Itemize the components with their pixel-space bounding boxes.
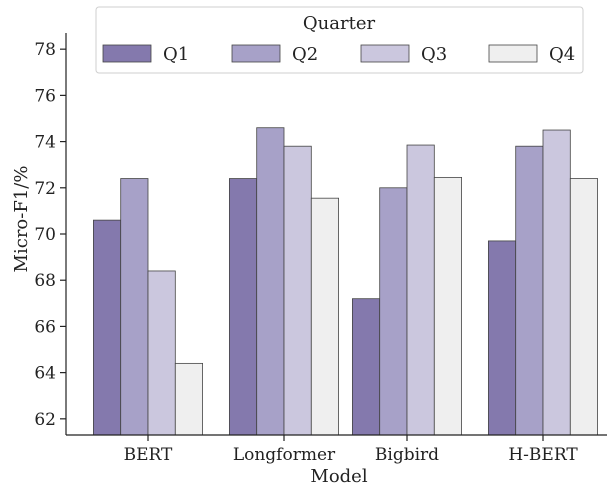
y-tick-label: 70 (34, 225, 56, 245)
y-tick-label: 64 (34, 364, 56, 384)
bar-q4-bigbird (433, 176, 462, 436)
y-tick-label: 74 (34, 133, 56, 153)
y-axis: 62 64 66 68 70 72 74 76 78 (34, 33, 67, 435)
x-tick-label: Bigbird (375, 445, 439, 465)
bar-q3-longformer (283, 145, 312, 436)
y-axis-title: Micro-F1/% (11, 166, 32, 273)
bar-q2-h-bert (515, 145, 544, 436)
bar-q1-h-bert (487, 240, 517, 436)
legend-swatch-q2 (231, 44, 281, 63)
bar-q2-bigbird (379, 187, 408, 436)
legend-label-q1: Q1 (163, 44, 189, 65)
legend-label-q4: Q4 (549, 44, 575, 65)
bar-q3-bert (147, 270, 176, 436)
y-tick-label: 62 (34, 410, 56, 430)
bar-q1-longformer (228, 178, 258, 436)
y-tick-label: 72 (34, 179, 56, 199)
bar-q2-longformer (256, 127, 285, 436)
legend: Quarter Q1 Q2 Q3 Q4 (95, 6, 584, 74)
bar-q2-bert (120, 178, 149, 436)
y-tick-label: 66 (34, 317, 56, 337)
x-tick-label: Longformer (233, 445, 336, 465)
y-tick-label: 68 (34, 271, 56, 291)
bar-q3-h-bert (542, 129, 571, 436)
legend-swatch-q4 (488, 44, 538, 63)
y-tick-label: 78 (34, 40, 56, 60)
legend-label-q3: Q3 (421, 44, 447, 65)
bar-q4-longformer (310, 197, 339, 436)
bar-q1-bigbird (351, 298, 381, 436)
x-tick-label: BERT (124, 445, 173, 465)
legend-title: Quarter (303, 13, 376, 34)
bar-q4-h-bert (569, 178, 598, 436)
x-tick-label: H-BERT (508, 445, 578, 465)
bar-q3-bigbird (406, 144, 435, 436)
y-tick-label: 76 (34, 86, 56, 106)
bar-q1-bert (93, 219, 122, 436)
x-axis: BERT Longformer Bigbird H-BERT (66, 434, 607, 465)
x-axis-title: Model (310, 466, 367, 486)
legend-label-q2: Q2 (292, 44, 318, 65)
bars-group (93, 127, 598, 436)
legend-swatch-q3 (360, 44, 410, 63)
legend-frame (95, 6, 584, 74)
legend-swatch-q1 (102, 44, 152, 63)
bar-q4-bert (174, 362, 204, 436)
